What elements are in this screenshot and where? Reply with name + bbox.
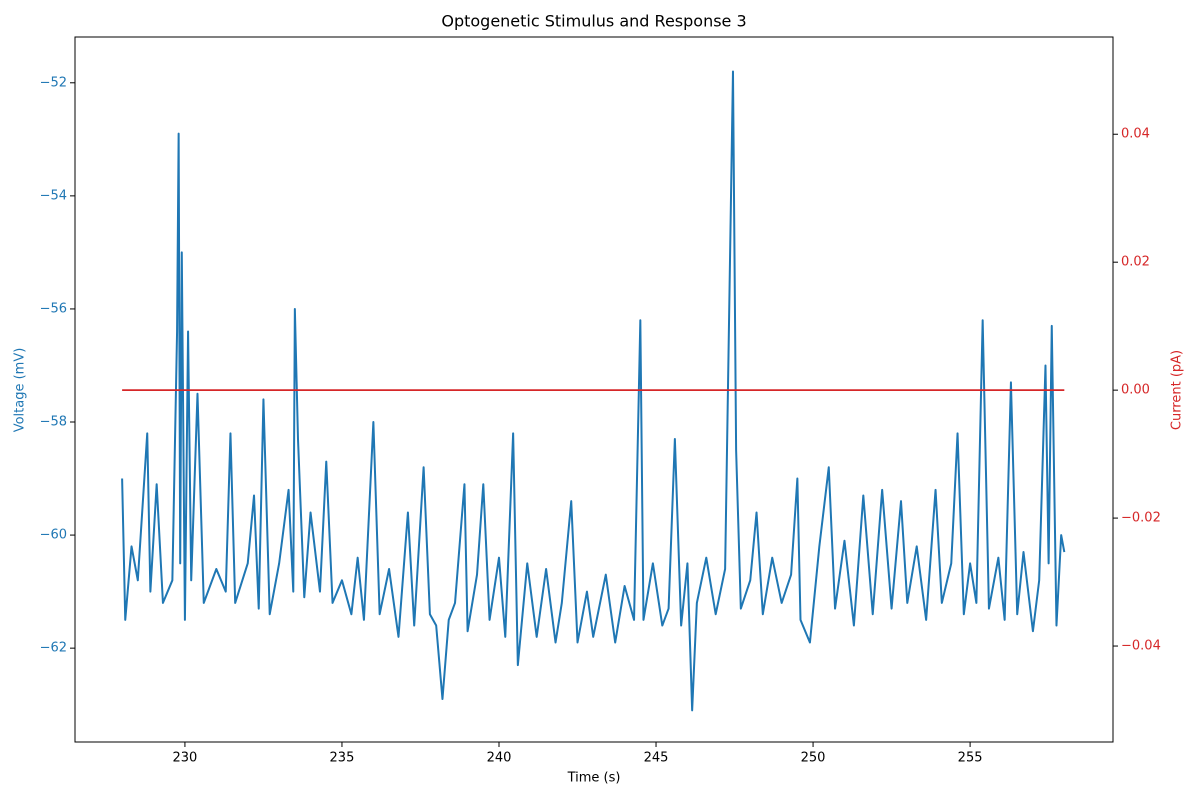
y2-tick-label: 0.00 — [1121, 383, 1150, 398]
y-tick-label: −62 — [40, 641, 67, 656]
y2-axis-label: Current (pA) — [1170, 350, 1185, 430]
y-axis-label: Voltage (mV) — [13, 348, 28, 433]
y-tick-label: −56 — [40, 301, 67, 316]
y-tick-label: −52 — [40, 75, 67, 90]
x-tick-label: 245 — [644, 751, 669, 766]
plot-frame — [74, 36, 1114, 743]
data-line — [121, 70, 1066, 712]
chart-title: Optogenetic Stimulus and Response 3 — [441, 12, 746, 31]
x-tick-label: 230 — [173, 751, 198, 766]
x-axis-label: Time (s) — [567, 771, 621, 786]
y-tick-label: −54 — [40, 188, 67, 203]
x-tick-label: 255 — [958, 751, 983, 766]
x-tick-label: 240 — [487, 751, 512, 766]
y2-tick-label: −0.02 — [1121, 511, 1161, 526]
y-tick-label: −60 — [40, 528, 67, 543]
y2-tick-label: 0.02 — [1121, 255, 1150, 270]
x-tick-label: 235 — [330, 751, 355, 766]
x-tick-label: 250 — [801, 751, 826, 766]
y2-tick-label: −0.04 — [1121, 639, 1161, 654]
y-tick-label: −58 — [40, 415, 67, 430]
y2-tick-label: 0.04 — [1121, 127, 1150, 142]
